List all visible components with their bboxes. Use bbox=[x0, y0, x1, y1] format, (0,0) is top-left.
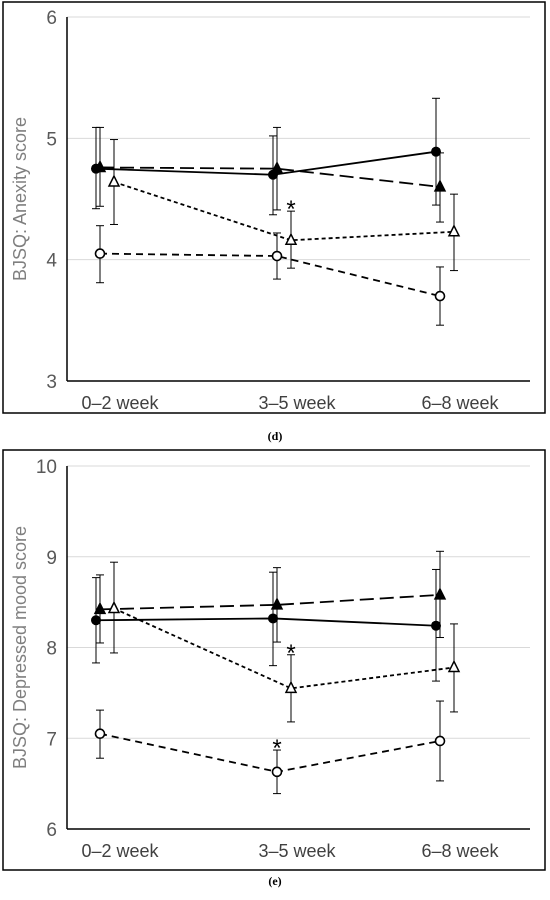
x-tick-label: 6–8 week bbox=[421, 393, 499, 413]
data-point bbox=[433, 179, 447, 192]
series-line bbox=[99, 252, 441, 297]
x-tick-label: 0–2 week bbox=[81, 393, 159, 413]
data-point bbox=[434, 290, 446, 302]
y-tick-label: 5 bbox=[46, 129, 57, 150]
data-point bbox=[434, 735, 446, 747]
panel-label: (d) bbox=[268, 429, 283, 443]
y-axis-title: BJSQ: Anexity score bbox=[10, 117, 30, 281]
y-tick-label: 10 bbox=[36, 457, 57, 478]
data-point bbox=[431, 146, 441, 157]
data-point bbox=[270, 597, 284, 610]
data-point bbox=[268, 613, 278, 624]
x-tick-label: 0–2 week bbox=[81, 841, 159, 861]
series-line bbox=[99, 732, 441, 773]
significance-annotation: * bbox=[272, 735, 281, 762]
data-point bbox=[93, 601, 107, 615]
series-line bbox=[113, 181, 455, 242]
series-line bbox=[99, 166, 441, 188]
data-point bbox=[94, 248, 106, 259]
data-point bbox=[107, 174, 121, 187]
data-point bbox=[270, 160, 284, 174]
chart-panel-d: 3 4 5 6 0–2 week 3–5 week 6–8 week BJSQ: Anexit… bbox=[2, 1, 546, 443]
y-tick-label: 4 bbox=[46, 251, 57, 272]
data-point bbox=[93, 159, 107, 173]
y-tick-label: 7 bbox=[46, 729, 57, 750]
data-point bbox=[447, 659, 461, 673]
data-point bbox=[447, 224, 461, 237]
chart-frame bbox=[2, 1, 546, 414]
series-line bbox=[95, 617, 437, 627]
data-point bbox=[284, 232, 298, 246]
series-line bbox=[95, 150, 437, 176]
x-tick-label: 3–5 week bbox=[258, 393, 336, 413]
data-point bbox=[271, 250, 283, 262]
y-tick-label: 9 bbox=[46, 548, 57, 569]
data-point bbox=[107, 600, 121, 614]
data-point bbox=[284, 680, 298, 694]
chart-panel-e: 6 7 8 9 10 0–2 week 3–5 week 6–8 week BJSQ: Depr… bbox=[2, 449, 546, 888]
y-axis-title: BJSQ: Depressed mood score bbox=[10, 526, 30, 769]
x-tick-label: 6–8 week bbox=[421, 841, 499, 861]
significance-annotation: * bbox=[286, 640, 295, 667]
significance-annotation: * bbox=[286, 196, 295, 223]
series-line bbox=[113, 607, 455, 690]
y-tick-label: 3 bbox=[46, 372, 57, 393]
x-tick-label: 3–5 week bbox=[258, 841, 336, 861]
y-tick-label: 6 bbox=[46, 820, 57, 841]
y-tick-label: 8 bbox=[46, 639, 57, 660]
data-point bbox=[271, 766, 283, 778]
chart-frame bbox=[2, 449, 546, 871]
y-tick-label: 6 bbox=[46, 8, 57, 29]
data-point bbox=[91, 615, 101, 626]
data-point bbox=[431, 620, 441, 631]
panel-label: (e) bbox=[268, 874, 281, 888]
data-point bbox=[433, 587, 447, 600]
data-point bbox=[94, 728, 106, 740]
series-line bbox=[99, 593, 441, 611]
